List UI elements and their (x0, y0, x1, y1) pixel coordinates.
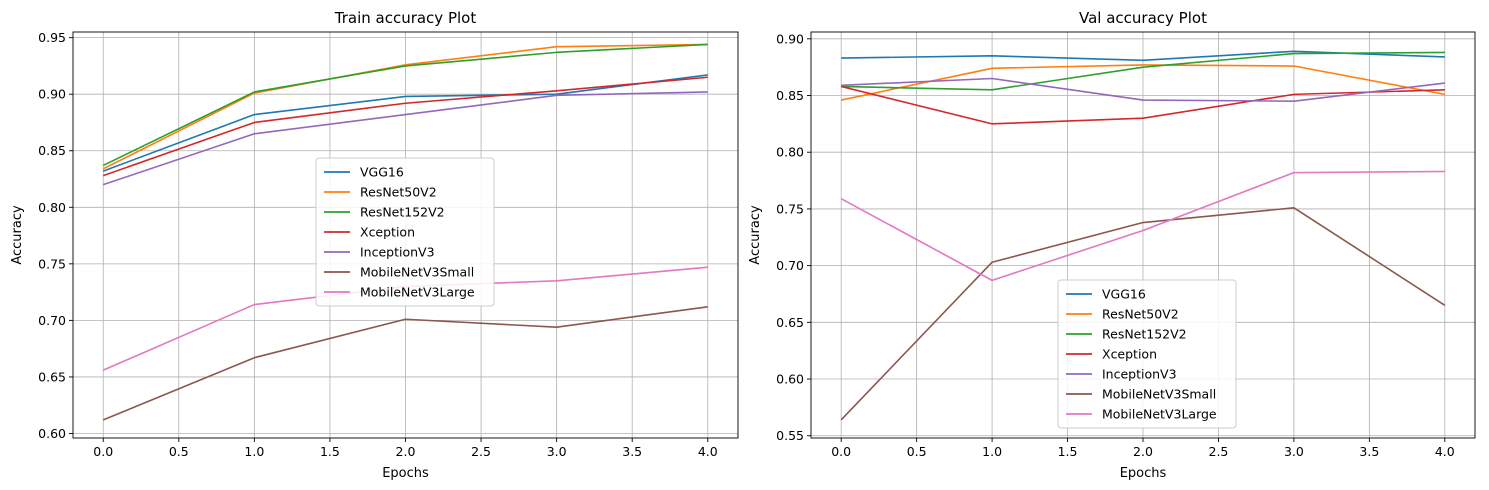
x-tick-label: 3.5 (622, 444, 642, 459)
legend-entry-label: Xception (360, 225, 415, 240)
series-line-mobilenetv3small (102, 306, 708, 421)
x-tick-label: 0.0 (831, 444, 851, 459)
x-tick-label: 0.5 (169, 444, 189, 459)
x-tick-label: 2.5 (471, 444, 491, 459)
x-tick-label: 0.5 (907, 444, 927, 459)
legend-entry-label: MobileNetV3Small (1102, 387, 1216, 402)
y-tick-label: 0.75 (38, 256, 66, 271)
series-line-vgg16 (102, 74, 708, 172)
legend-entry-label: Xception (1102, 347, 1157, 362)
x-tick-label: 1.0 (982, 444, 1002, 459)
x-tick-label: 0.0 (93, 444, 113, 459)
y-tick-label: 0.75 (776, 201, 804, 216)
x-tick-label: 2.5 (1209, 444, 1229, 459)
chart-title: Val accuracy Plot (1079, 9, 1207, 27)
y-tick-label: 0.60 (776, 372, 804, 387)
x-tick-label: 3.0 (547, 444, 567, 459)
series-line-resnet50v2 (102, 43, 708, 170)
x-tick-label: 2.0 (396, 444, 416, 459)
legend: VGG16 ResNet50V2 ResNet152V2 Xception Incept… (315, 157, 495, 307)
series-line-resnet152v2 (841, 51, 1445, 91)
legend-entry-label: VGG16 (1102, 287, 1146, 302)
series-line-mobilenetv3small (840, 206, 1446, 421)
legend: VGG16 ResNet50V2 ResNet152V2 Xception Incept… (1057, 279, 1237, 429)
series-line-inceptionv3 (102, 91, 708, 186)
legend-entry-label: ResNet152V2 (1102, 327, 1187, 342)
series-line-xception (102, 76, 708, 177)
x-tick-label: 1.5 (320, 444, 340, 459)
y-tick-label: 0.70 (38, 313, 66, 328)
y-tick-label: 0.60 (38, 426, 66, 441)
y-tick-label: 0.90 (38, 87, 66, 102)
y-tick-label: 0.70 (776, 258, 804, 273)
legend-entry-label: InceptionV3 (1102, 367, 1177, 382)
legend-entry-label: VGG16 (360, 165, 404, 180)
y-axis-label: Accuracy (10, 205, 25, 265)
series-line-xception (840, 85, 1445, 125)
y-tick-label: 0.85 (776, 88, 804, 103)
chart-title: Train accuracy Plot (334, 9, 477, 27)
legend-entry-label: MobileNetV3Small (360, 265, 474, 280)
legend-entry-label: MobileNetV3Large (1102, 407, 1217, 422)
x-tick-label: 2.0 (1133, 444, 1153, 459)
y-tick-label: 0.90 (776, 31, 804, 46)
legend-entry-label: InceptionV3 (360, 245, 435, 260)
x-tick-label: 1.5 (1058, 444, 1078, 459)
x-axis-label: Epochs (382, 466, 429, 481)
series-line-resnet50v2 (841, 64, 1445, 101)
chart-panel-1: 0.0 0.5 1.0 1.5 2.0 2.5 3.0 3.5 4.0 0.60 0.65 0.70 0… (10, 9, 739, 481)
x-tick-label: 4.0 (1435, 444, 1455, 459)
x-tick-label: 3.5 (1359, 444, 1379, 459)
x-tick-label: 1.0 (244, 444, 264, 459)
x-axis-label: Epochs (1120, 466, 1167, 481)
y-tick-label: 0.55 (776, 428, 804, 443)
legend-entry-label: ResNet50V2 (360, 185, 437, 200)
y-tick-label: 0.85 (38, 143, 66, 158)
y-tick-label: 0.95 (38, 30, 66, 45)
chart-panel-2: 0.0 0.5 1.0 1.5 2.0 2.5 3.0 3.5 4.0 0.55 0.60 0.65 0… (748, 9, 1476, 481)
legend-box (315, 157, 495, 307)
legend-entry-label: ResNet50V2 (1102, 307, 1179, 322)
series-line-inceptionv3 (841, 77, 1445, 102)
series-line-resnet152v2 (102, 43, 708, 167)
x-tick-label: 4.0 (698, 444, 718, 459)
y-tick-label: 0.65 (38, 369, 66, 384)
legend-entry-label: MobileNetV3Large (360, 285, 475, 300)
series-line-mobilenetv3large (840, 170, 1445, 282)
legend-entry-label: ResNet152V2 (360, 205, 445, 220)
y-axis-label: Accuracy (748, 205, 763, 265)
y-tick-label: 0.65 (776, 315, 804, 330)
legend-box (1057, 279, 1237, 429)
y-tick-label: 0.80 (776, 145, 804, 160)
x-tick-label: 3.0 (1284, 444, 1304, 459)
y-tick-label: 0.80 (38, 200, 66, 215)
